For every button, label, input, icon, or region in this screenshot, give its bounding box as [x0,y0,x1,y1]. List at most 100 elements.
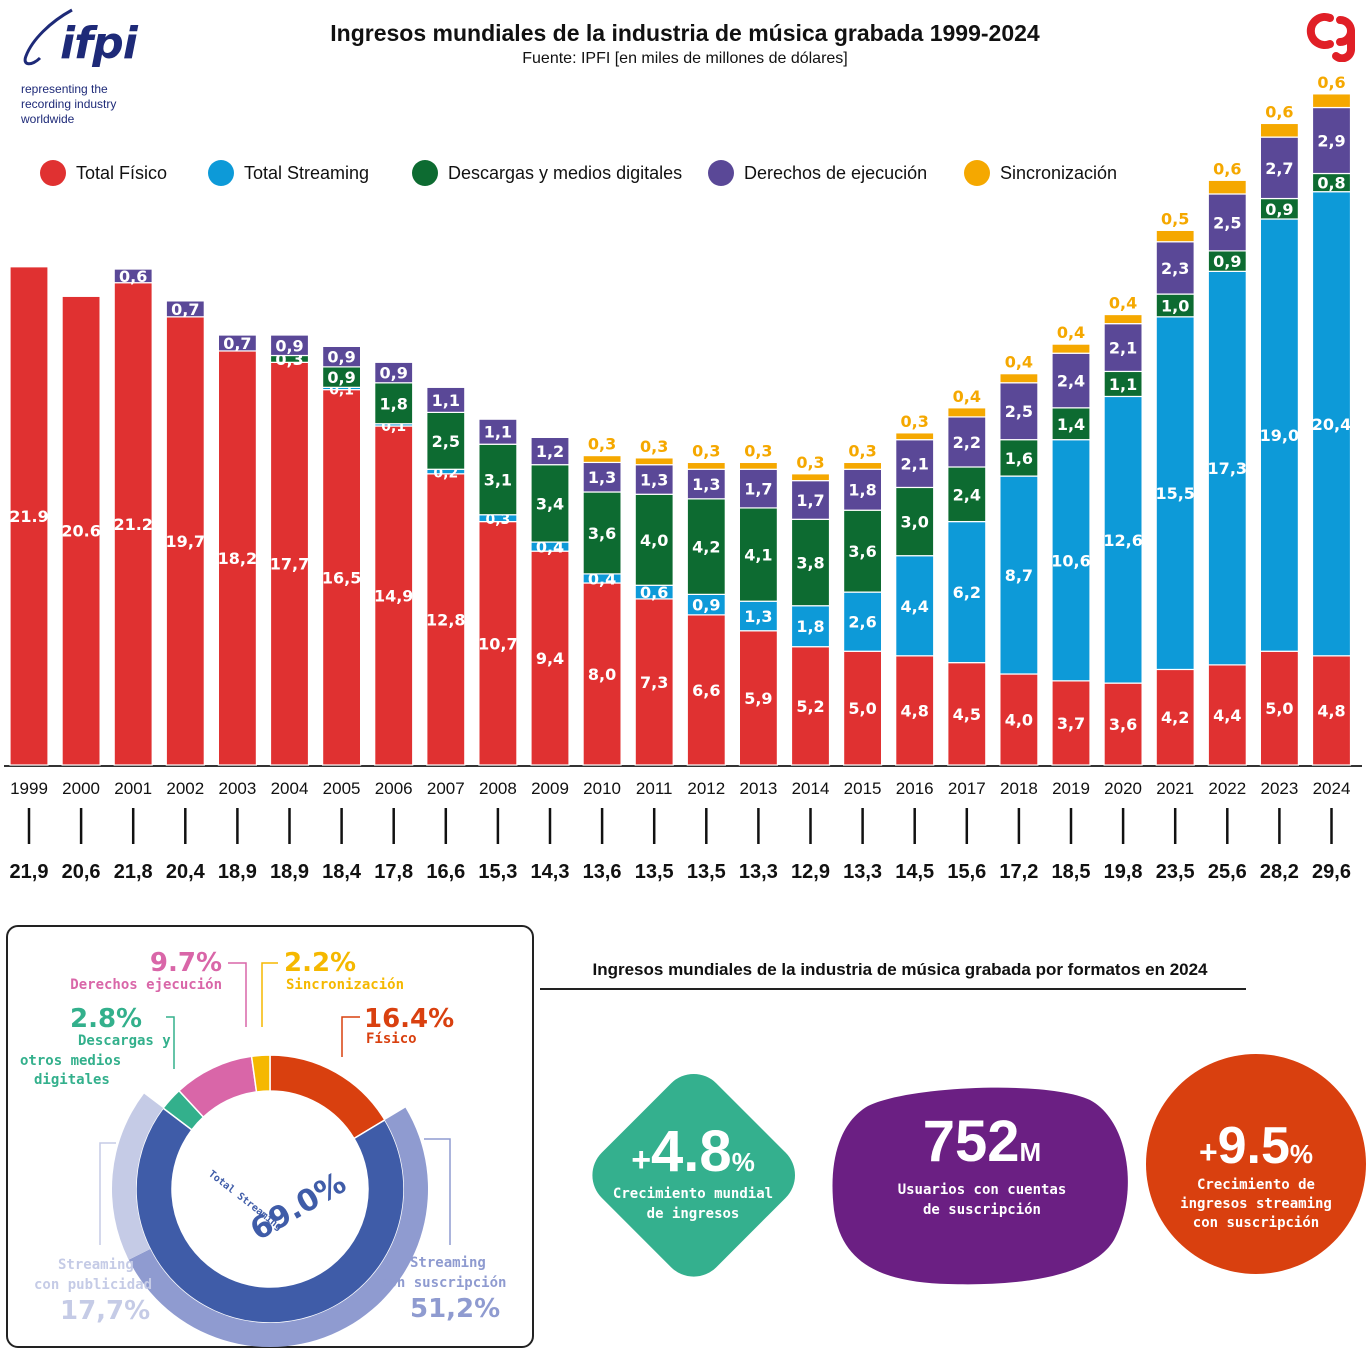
bar-label-streaming: 17,3 [1208,459,1247,478]
callout-suscripcion-caption-2: con suscripción [380,1275,506,1291]
bar-label-fisico: 4,0 [1005,711,1033,730]
callout-line [341,1016,360,1057]
bar-segment-fisico [322,389,362,766]
bar-label-fisico: 21.9 [9,507,48,526]
x-tick-label: 2024 [1313,779,1351,798]
callout-line [424,1138,451,1245]
bar-segment-fisico [1051,680,1091,766]
x-tick-label: 2011 [636,779,673,798]
bar-label-descargas: 0,9 [1265,200,1293,219]
bar-label-fisico: 6,6 [692,681,720,700]
bar-label-descargas: 1,8 [380,394,408,413]
bar-segment-derechos [1311,106,1352,175]
x-tick-label: 2022 [1208,779,1246,798]
bar-label-streaming: 0,6 [640,583,668,602]
donut-slice-total-streaming [135,1107,405,1324]
cg-logo-icon [1306,13,1355,62]
bar-label-descargas: 1,1 [1109,375,1137,394]
ifpi-swoosh-icon [23,8,73,66]
donut-panel: Total Streaming 69.0% 9.7% Derechos ejecuci… [6,925,534,1348]
x-tick-label: 2000 [62,779,100,798]
bar-segment-derechos [738,468,779,509]
bar-label-derechos: 0,7 [223,334,251,353]
bar-label-descargas: 3,8 [796,554,824,573]
total-label: 15,3 [478,861,517,883]
x-tick-label: 2008 [479,779,517,798]
callout-publicidad-caption-1: Streaming [58,1257,134,1273]
bar-label-fisico: 7,3 [640,673,668,692]
bar-segment-streaming [1051,439,1091,682]
bar-segment-streaming [895,555,935,657]
bar-label-fisico: 20.6 [61,522,100,541]
stat-subscribers-label: Usuarios con cuentas de suscripción [897,1182,1067,1218]
total-label: 28,2 [1260,861,1299,883]
x-tick-label: 2014 [792,779,830,798]
bar-label-sincronizacion: 0,4 [1109,294,1137,313]
bar-segment-sincronizacion [842,461,883,470]
x-tick-label: 2002 [166,779,204,798]
bar-segment-descargas [738,507,779,602]
bar-segment-derechos [1259,136,1300,200]
donut-slice-sincronizaci-n [250,1054,271,1093]
x-tick-label: 2012 [687,779,725,798]
chart-subtitle: Fuente: IPFI [en miles de millones de dó… [522,50,848,67]
bar-label-descargas: 4,2 [692,538,720,557]
bar-segment-fisico [1103,682,1143,766]
total-label: 21,9 [10,861,49,883]
callout-line [166,1016,175,1069]
bar-segment-sincronizacion [895,432,935,441]
bar-segment-derechos [895,439,935,489]
bar-segment-fisico [61,295,101,766]
bar-label-sincronizacion: 0,3 [588,435,616,454]
bar-segment-fisico [634,598,674,766]
legend-dot [40,160,66,186]
bar-segment-derechos [217,334,257,352]
bar-label-derechos: 2,1 [1109,339,1137,358]
bar-segment-fisico [426,473,466,766]
bar-label-derechos: 0,9 [275,336,303,355]
callout-fisico-caption: Físico [366,1031,417,1047]
bar-segment-fisico [113,282,153,766]
total-label: 17,8 [374,861,413,883]
bar-label-derechos: 2,1 [901,455,929,474]
bar-segment-derechos [1155,241,1195,295]
bar-segment-descargas [426,411,466,470]
bar-label-streaming: 8,7 [1005,566,1033,585]
bar-label-streaming: 6,2 [953,583,981,602]
bar-label-streaming: 1,8 [796,617,824,636]
bar-segment-sincronizacion [634,457,674,466]
bar-label-sincronizacion: 0,3 [901,412,929,431]
bar-label-sincronizacion: 0,4 [953,387,981,406]
total-label: 14,3 [531,861,570,883]
bar-label-streaming: 10,6 [1051,551,1090,570]
bar-label-fisico: 9,4 [536,649,564,668]
x-tick-label: 2019 [1052,779,1090,798]
x-tick-label: 2009 [531,779,569,798]
bar-label-fisico: 19,7 [166,532,205,551]
bar-segment-sincronizacion [1311,93,1352,109]
bar-label-descargas: 0,8 [1317,174,1345,193]
bar-segment-sincronizacion [1051,343,1091,354]
bar-segment-descargas [686,498,726,595]
total-label: 14,5 [895,861,934,883]
callout-suscripcion-value: 51,2% [410,1294,500,1324]
bar-label-sincronizacion: 0,5 [1161,209,1189,228]
bar-segment-sincronizacion [1103,313,1143,325]
bar-label-fisico: 4,5 [953,705,981,724]
bar-segment-sincronizacion [790,473,831,482]
stat-subscription-growth-shape [1146,1054,1366,1274]
callout-descargas-caption-2: otros medios [20,1053,121,1069]
bar-segment-sincronizacion [1259,122,1300,138]
bar-segment-streaming [1207,270,1247,666]
total-label: 13,3 [843,861,882,883]
bar-label-derechos: 1,3 [588,468,616,487]
x-tick-label: 2017 [948,779,986,798]
total-label: 13,5 [687,861,726,883]
x-tick-label: 2023 [1260,779,1298,798]
stat-subscription-growth-label: Crecimiento de ingresos streaming con susc… [1180,1177,1332,1231]
total-label: 13,3 [739,861,778,883]
bar-segment-derechos [426,386,466,413]
total-label: 23,5 [1156,861,1195,883]
bar-segment-derechos [1051,352,1091,409]
x-tick-label: 2016 [896,779,934,798]
